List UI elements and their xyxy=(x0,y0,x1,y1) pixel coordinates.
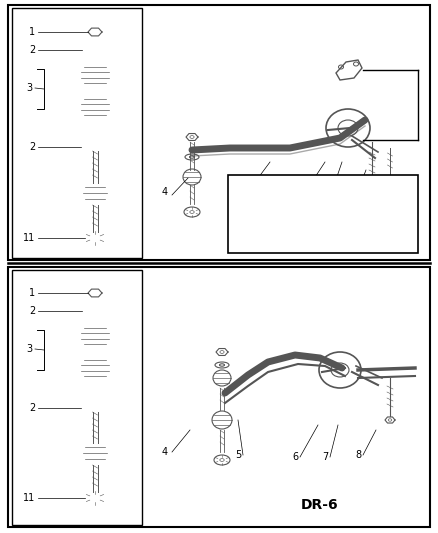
Text: 3: 3 xyxy=(26,83,32,93)
Text: 8: 8 xyxy=(349,192,355,202)
Text: 7: 7 xyxy=(322,452,328,462)
Text: 2: 2 xyxy=(29,142,35,152)
Text: 4: 4 xyxy=(162,187,168,197)
Bar xyxy=(8,267,430,527)
Text: 4: 4 xyxy=(162,447,168,457)
Text: DR-6: DR-6 xyxy=(301,498,339,512)
Text: 6: 6 xyxy=(292,452,298,462)
Text: DR-1: DR-1 xyxy=(259,236,297,250)
Text: 7: 7 xyxy=(322,195,328,205)
Bar xyxy=(12,8,142,258)
Text: 3: 3 xyxy=(26,344,32,354)
Text: 2: 2 xyxy=(29,306,35,316)
Text: 1: 1 xyxy=(29,288,35,298)
Text: 10: 10 xyxy=(231,207,243,217)
Text: 1: 1 xyxy=(29,27,35,37)
Bar xyxy=(12,270,142,525)
Text: 5: 5 xyxy=(237,192,243,202)
Text: 11: 11 xyxy=(23,233,35,243)
Text: 6: 6 xyxy=(295,192,301,202)
Text: 5: 5 xyxy=(235,450,241,460)
Bar xyxy=(228,175,418,253)
Text: 2: 2 xyxy=(29,403,35,413)
Text: 9: 9 xyxy=(392,189,398,199)
Text: 2: 2 xyxy=(29,45,35,55)
Text: 8: 8 xyxy=(355,450,361,460)
Bar xyxy=(8,5,430,260)
Text: 11: 11 xyxy=(23,493,35,503)
